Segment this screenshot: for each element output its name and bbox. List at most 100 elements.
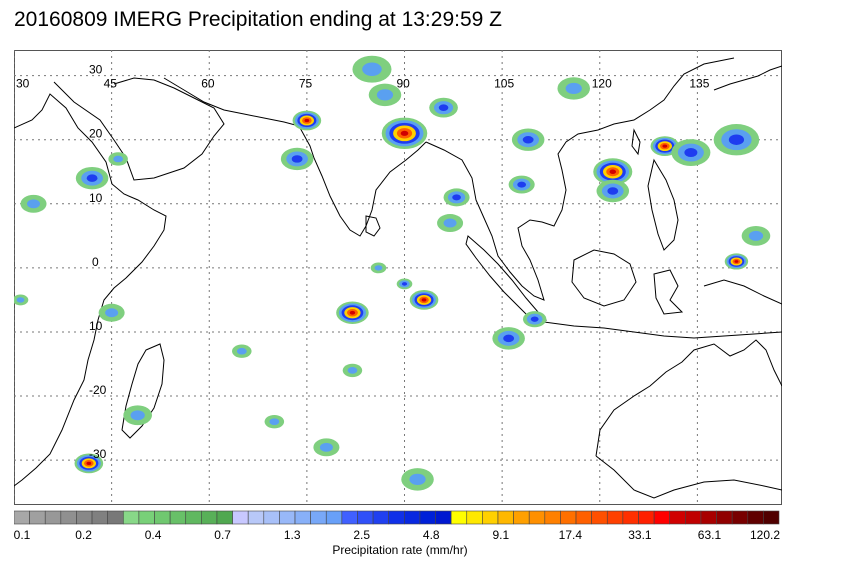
colorbar-swatch	[325, 510, 343, 525]
colorbar-swatch	[685, 510, 702, 525]
longitude-label: 90	[397, 77, 411, 91]
colorbar-swatch	[91, 510, 108, 525]
coastline-indochina	[425, 57, 735, 301]
colorbar-swatch	[138, 510, 155, 525]
coastline-borneo	[571, 249, 637, 307]
colorbar-swatch	[622, 510, 639, 525]
longitude-label: 75	[299, 77, 313, 91]
colorbar-swatch	[716, 510, 733, 525]
precip-cell	[291, 155, 303, 163]
colorbar-swatch	[731, 510, 749, 525]
latitude-label: 10	[89, 319, 103, 333]
precip-cell	[376, 89, 394, 101]
colorbar-tick-label: 1.3	[283, 528, 301, 542]
colorbar-tick-label: 0.7	[214, 528, 231, 542]
precip-cell	[609, 169, 617, 175]
longitude-labels: 30 45 60 75 90 105 120 135	[16, 77, 710, 91]
colorbar-swatch	[357, 510, 374, 525]
precip-cell	[130, 410, 145, 421]
coastline-taiwan	[631, 128, 641, 156]
precip-cell	[522, 135, 534, 144]
latitude-label: 10	[89, 191, 103, 205]
colorbar-tick-label: 120.2	[749, 528, 781, 542]
latitude-label: -20	[89, 383, 107, 397]
colorbar-title: Precipitation rate (mm/hr)	[332, 543, 468, 557]
colorbar-swatch	[669, 510, 686, 525]
colorbar-tick-label: 0.2	[75, 528, 92, 542]
colorbar-swatch	[544, 510, 561, 525]
precip-cell	[401, 282, 408, 286]
precip-cell	[517, 181, 526, 188]
colorbar-swatch	[29, 510, 46, 525]
colorbar-swatch	[232, 510, 249, 525]
longitude-label: 30	[16, 77, 30, 91]
precip-cell	[409, 473, 426, 485]
latitude-labels: 30 20 10 0 10 -20 -30	[89, 63, 107, 462]
colorbar-swatch	[44, 510, 62, 525]
colorbar-tick-label: 63.1	[697, 528, 722, 542]
colorbar-swatch	[341, 510, 358, 525]
colorbar-swatch	[247, 510, 265, 525]
precip-cell	[374, 265, 383, 271]
colorbar-swatch	[591, 510, 608, 525]
colorbar-swatch	[466, 510, 483, 525]
colorbar	[14, 510, 780, 525]
coastline-iran	[163, 77, 300, 127]
colorbar-swatch	[482, 510, 499, 525]
precip-cell	[748, 230, 764, 241]
precip-cell	[421, 298, 427, 302]
coastlines	[14, 57, 782, 499]
coastline-australia-south	[595, 455, 782, 499]
precip-cell	[27, 199, 41, 209]
precip-cell	[86, 174, 98, 182]
longitude-label: 105	[494, 77, 514, 91]
colorbar-swatch	[575, 510, 592, 525]
precip-cell	[438, 104, 449, 111]
colorbar-swatch	[700, 510, 717, 525]
graticule	[14, 50, 782, 505]
latitude-label: 0	[92, 255, 99, 269]
precip-cell	[734, 260, 739, 263]
coastline-sulawesi	[653, 269, 684, 315]
precip-cell	[530, 316, 539, 322]
colorbar-swatch	[107, 510, 124, 525]
latitude-label: 20	[89, 127, 103, 141]
colorbar-swatch	[201, 510, 218, 525]
colorbar-swatch	[747, 510, 764, 525]
colorbar-swatch	[310, 510, 327, 525]
colorbar-swatch	[169, 510, 187, 525]
colorbar-tick-label: 0.4	[144, 528, 162, 542]
colorbar-swatch	[60, 510, 77, 525]
colorbar-swatch	[560, 510, 577, 525]
precip-cell	[105, 308, 119, 318]
colorbar-tick-label: 0.1	[13, 528, 31, 542]
precip-cell	[16, 297, 25, 303]
colorbar-tick-label: 2.5	[353, 528, 371, 542]
precip-cell	[349, 310, 356, 315]
longitude-label: 135	[689, 77, 709, 91]
colorbar-swatch	[372, 510, 389, 525]
colorbar-swatch	[122, 510, 140, 525]
colorbar-swatch	[185, 510, 202, 525]
colorbar-swatch	[435, 510, 452, 525]
longitude-label: 120	[592, 77, 612, 91]
precip-cell	[347, 367, 358, 374]
colorbar-tick-label: 33.1	[628, 528, 652, 542]
precip-cell	[362, 62, 382, 76]
colorbar-swatch	[419, 510, 436, 525]
coastline-japan	[713, 65, 782, 91]
colorbar-swatch	[216, 510, 233, 525]
precip-cell	[565, 82, 582, 95]
colorbar-swatch	[450, 510, 468, 525]
colorbar-swatch	[653, 510, 671, 525]
coastline-philippines	[647, 158, 679, 251]
colorbar-swatch	[528, 510, 546, 525]
map-title: 20160809 IMERG Precipitation ending at 1…	[14, 8, 502, 31]
colorbar-swatch	[606, 510, 624, 525]
precip-cell	[684, 148, 698, 158]
longitude-label: 45	[104, 77, 118, 91]
precip-cell	[269, 418, 280, 426]
precip-cell	[607, 187, 619, 195]
precip-cell	[443, 218, 457, 228]
